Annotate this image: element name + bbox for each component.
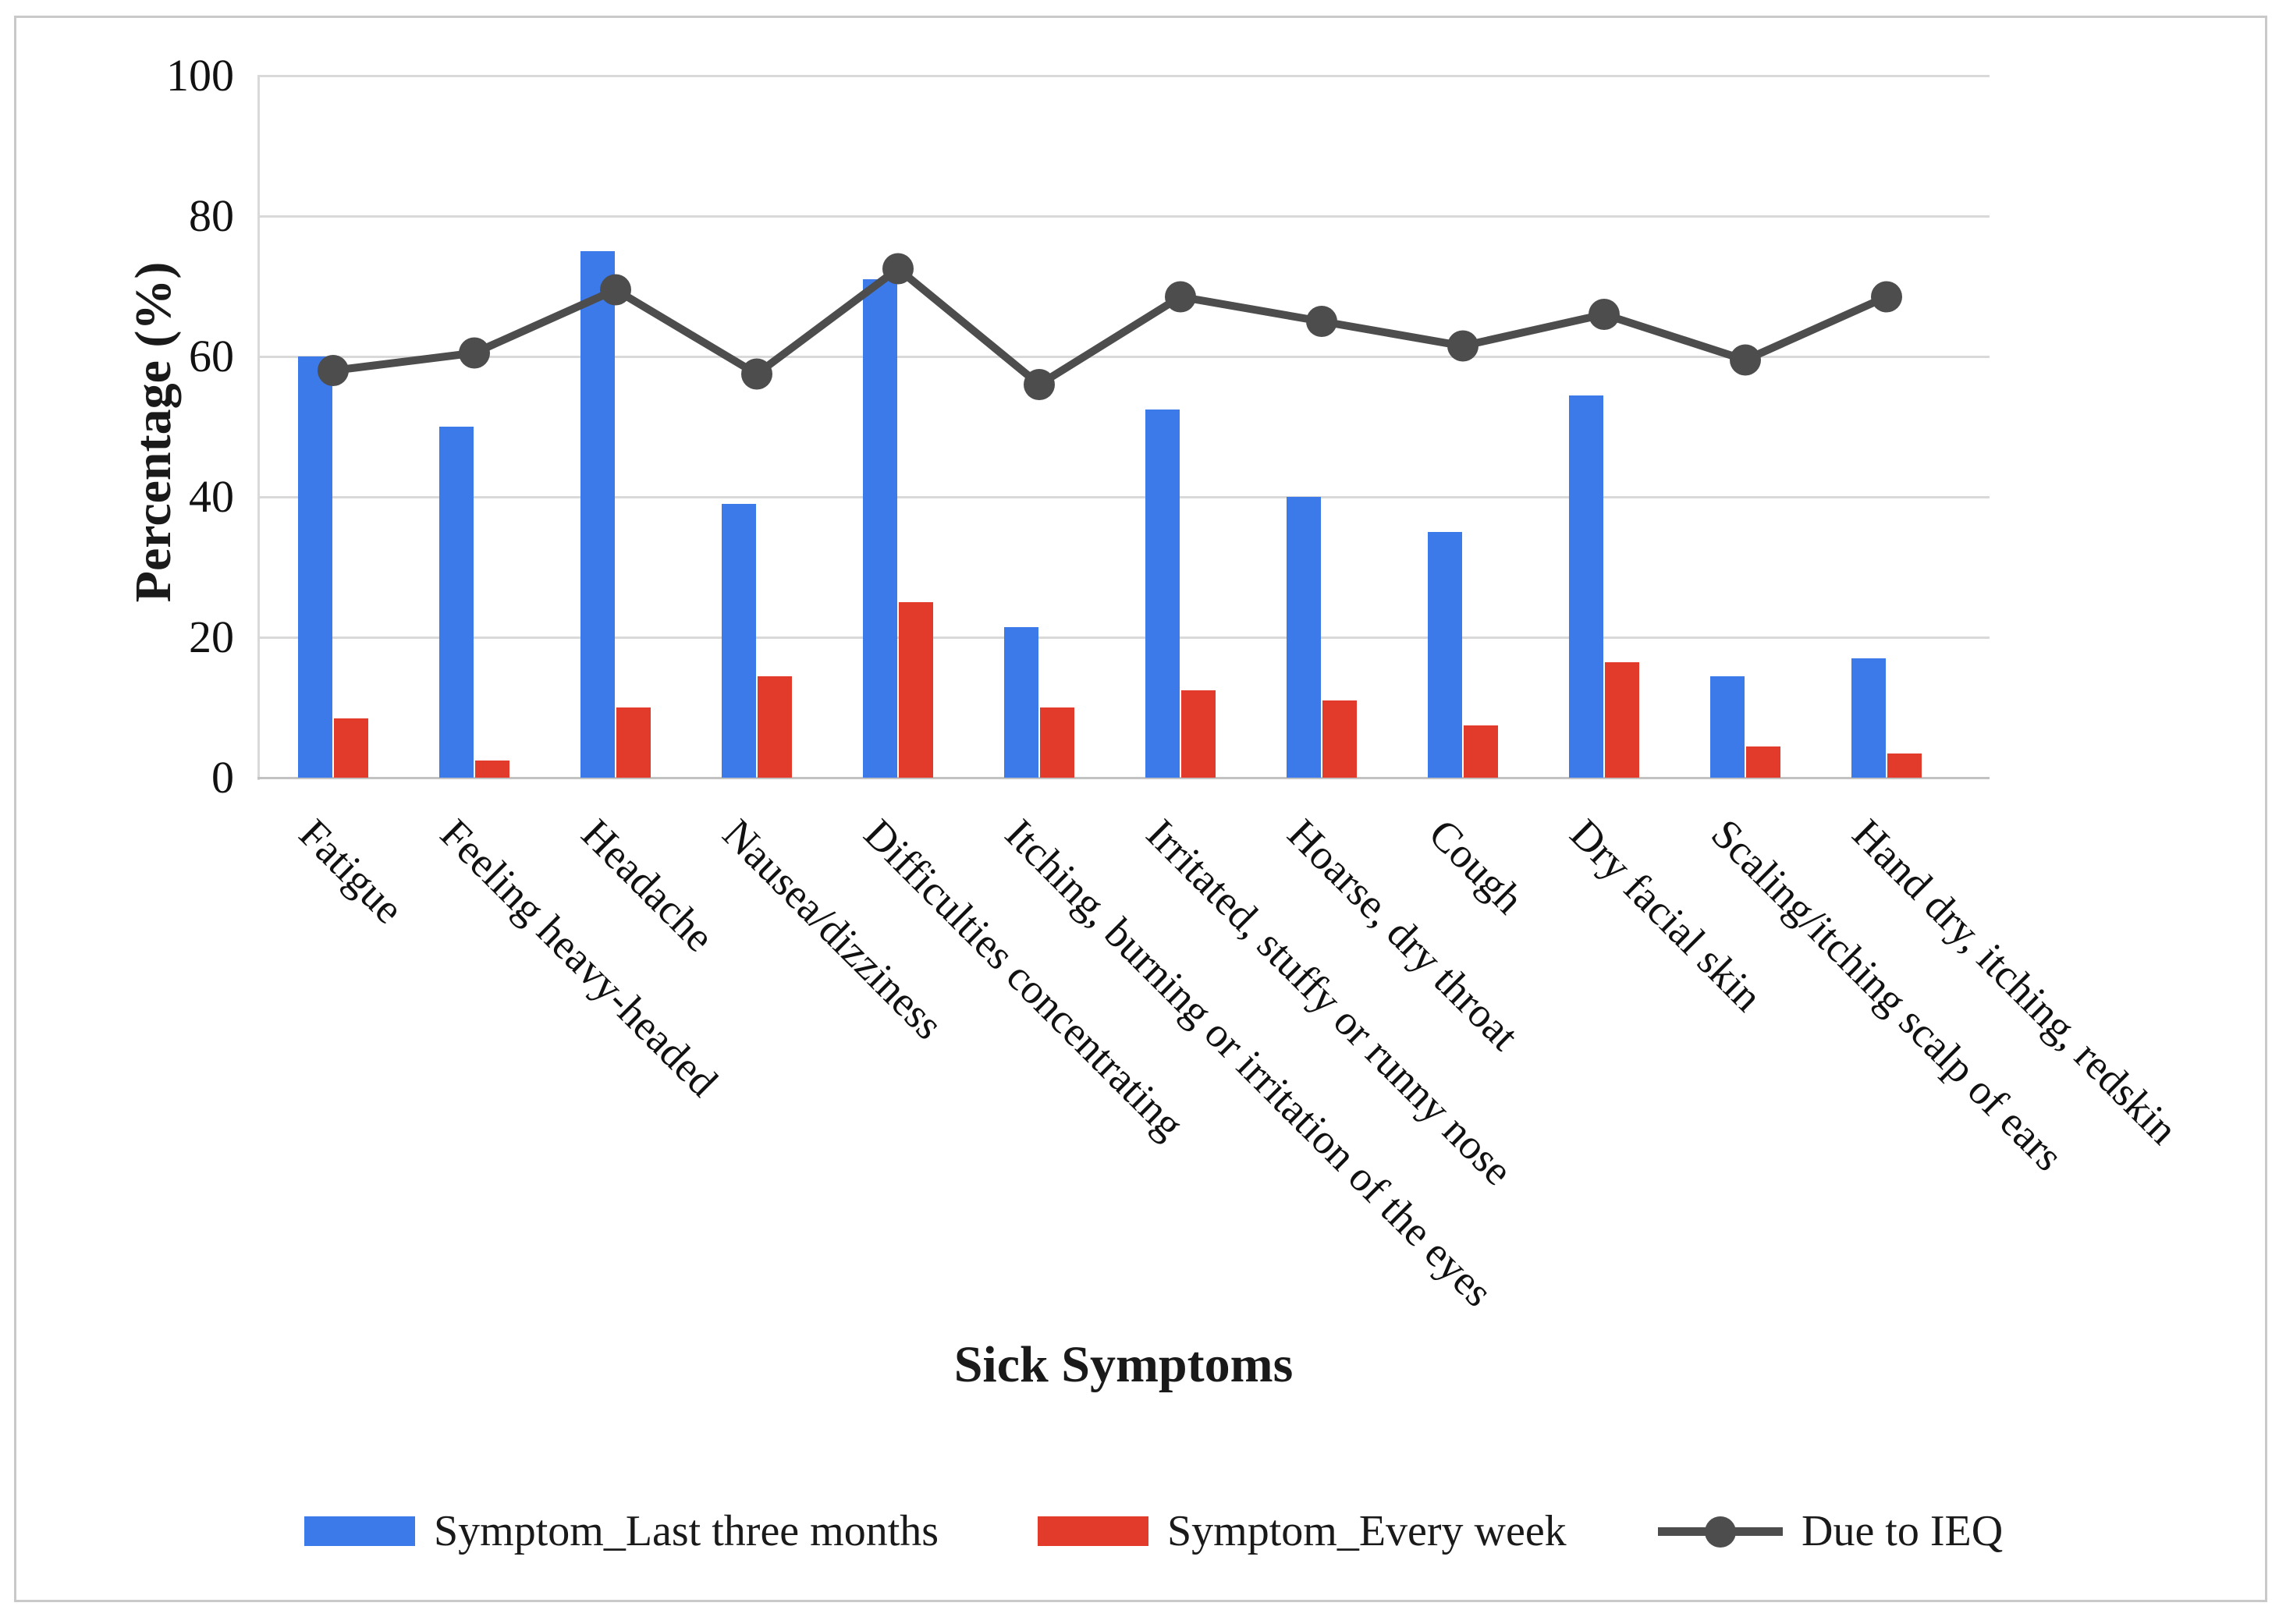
legend-line-marker-icon: [1658, 1516, 1783, 1548]
y-axis-line: [257, 76, 260, 780]
gridline-20: [257, 636, 1990, 639]
bar-symptom-every-week-8: [1464, 725, 1498, 778]
legend-swatch-blue-bar: [304, 1516, 415, 1546]
x-axis-title: Sick Symptoms: [953, 1336, 1294, 1393]
bar-symptom-every-week-6: [1181, 690, 1216, 778]
line-marker-8: [1447, 330, 1479, 362]
line-marker-2: [600, 274, 631, 306]
x-category-label-0: Fatigue: [289, 810, 413, 933]
bar-symptom-every-week-10: [1746, 746, 1780, 778]
legend-label: Symptom_Every week: [1167, 1507, 1567, 1555]
bar-symptom-last-three-months-10: [1710, 675, 1745, 778]
x-axis-labels: Fatigue Feeling heavy-headed Headache Nause…: [257, 810, 2187, 1357]
bar-symptom-every-week-1: [475, 760, 509, 778]
plot-area: [257, 75, 1990, 779]
x-category-label-2: Headache: [572, 810, 723, 961]
gridline-100: [257, 75, 1990, 77]
bar-symptom-last-three-months-2: [580, 251, 615, 778]
bar-symptom-last-three-months-5: [1004, 626, 1038, 778]
bar-symptom-every-week-2: [616, 707, 651, 778]
line-marker-5: [1024, 369, 1055, 400]
bar-symptom-last-three-months-1: [439, 427, 474, 778]
legend-item-due-to-ieq: Due to IEQ: [1658, 1502, 2003, 1561]
bar-symptom-last-three-months-8: [1428, 532, 1462, 778]
x-category-label-1: Feeling heavy-headed: [431, 810, 727, 1106]
bar-symptom-every-week-5: [1040, 707, 1074, 778]
bar-symptom-last-three-months-6: [1145, 409, 1180, 778]
line-marker-9: [1589, 299, 1620, 330]
line-marker-7: [1306, 306, 1337, 337]
y-tick-label-80: 80: [189, 190, 234, 241]
y-tick-label-100: 100: [166, 50, 234, 101]
y-tick-label-40: 40: [189, 471, 234, 522]
legend-label: Symptom_Last three months: [434, 1507, 939, 1555]
gridline-0: [257, 777, 1990, 779]
gridline-80: [257, 215, 1990, 218]
bar-symptom-last-three-months-7: [1287, 497, 1321, 778]
line-layer: [318, 253, 1902, 400]
legend-item-last-three-months: Symptom_Last three months: [304, 1502, 939, 1561]
bar-symptom-last-three-months-4: [863, 279, 897, 778]
bar-symptom-every-week-0: [334, 718, 368, 778]
line-marker-3: [741, 358, 772, 390]
bar-symptom-every-week-3: [758, 675, 792, 778]
bar-symptom-every-week-9: [1605, 661, 1639, 778]
bar-symptom-every-week-4: [899, 602, 933, 778]
line-marker-4: [882, 253, 914, 285]
y-tick-label-0: 0: [211, 752, 234, 803]
bar-symptom-last-three-months-3: [722, 504, 756, 778]
bar-symptom-last-three-months-11: [1851, 658, 1886, 778]
bar-symptom-every-week-7: [1322, 700, 1357, 778]
line-marker-0: [318, 355, 349, 386]
legend-label: Due to IEQ: [1802, 1507, 2004, 1555]
bar-symptom-last-three-months-9: [1569, 395, 1603, 778]
line-marker-1: [459, 337, 490, 369]
legend-swatch-red-bar: [1038, 1516, 1148, 1546]
line-marker-6: [1165, 281, 1196, 313]
figure-border: [14, 16, 2267, 1602]
y-tick-label-60: 60: [189, 331, 234, 381]
gridline-40: [257, 496, 1990, 498]
x-category-label-8: Cough: [1419, 810, 1533, 923]
gridline-60: [257, 356, 1990, 358]
legend-item-every-week: Symptom_Every week: [1038, 1502, 1567, 1561]
x-category-label-5: Itching, burning or irritation of the ey…: [996, 810, 1502, 1316]
line-marker-10: [1730, 344, 1761, 376]
bar-symptom-every-week-11: [1887, 753, 1922, 778]
due-to-ieq-line: [332, 264, 1889, 390]
y-tick-label-20: 20: [189, 612, 234, 662]
bar-symptom-last-three-months-0: [298, 356, 332, 778]
line-marker-11: [1871, 281, 1902, 313]
